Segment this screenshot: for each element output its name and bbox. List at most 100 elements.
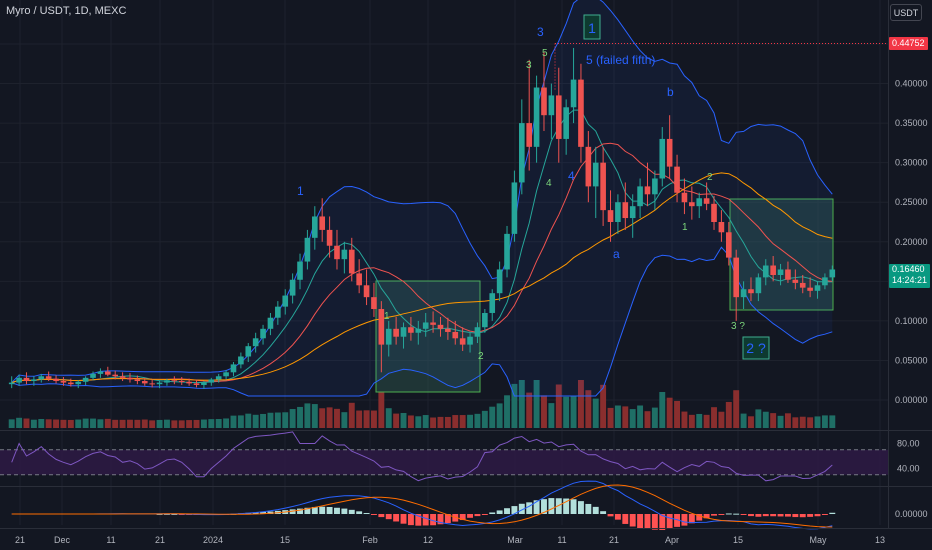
subwave-label: 4 bbox=[546, 178, 552, 189]
subwave-label: 1 bbox=[384, 311, 390, 322]
candle-body bbox=[622, 202, 629, 219]
moving-averages bbox=[11, 109, 833, 384]
macd-histogram-bar bbox=[784, 514, 791, 517]
volume-bar bbox=[378, 392, 385, 428]
volume-bar bbox=[274, 412, 281, 428]
candle-body bbox=[570, 79, 577, 108]
macd-histogram-bar bbox=[489, 512, 496, 514]
currency-button[interactable]: USDT bbox=[890, 4, 922, 21]
candle-body bbox=[607, 210, 614, 222]
rsi-band bbox=[0, 449, 888, 475]
candle-body bbox=[504, 233, 510, 270]
macd-histogram-bar bbox=[334, 507, 340, 514]
candle-body bbox=[304, 237, 311, 262]
candle-body bbox=[430, 322, 436, 325]
macd-histogram-bar bbox=[526, 502, 533, 514]
macd-histogram-bar bbox=[356, 511, 363, 514]
volume-bar bbox=[356, 410, 363, 428]
macd-histogram-bar bbox=[474, 514, 481, 517]
subwave-label: 2 bbox=[707, 172, 713, 183]
macd-histogram-bar bbox=[400, 514, 407, 524]
macd-histogram-bar bbox=[748, 514, 754, 517]
candle-body bbox=[238, 356, 244, 365]
candle-body bbox=[437, 324, 444, 329]
volume-bar bbox=[784, 413, 791, 428]
volume-bar bbox=[30, 419, 37, 428]
macd-histogram-bar bbox=[260, 512, 267, 514]
volume-bar bbox=[637, 405, 644, 428]
candle-body bbox=[193, 383, 200, 385]
volume-bar bbox=[370, 410, 377, 428]
macd-histogram-bar bbox=[533, 500, 540, 514]
macd-histogram-bar bbox=[644, 514, 651, 529]
candle-body bbox=[748, 289, 754, 294]
volume-bar bbox=[245, 413, 252, 428]
volume-bar bbox=[163, 419, 170, 428]
macd-histogram-bar bbox=[814, 514, 821, 517]
volume-bar bbox=[622, 406, 629, 428]
volume-bar bbox=[696, 413, 703, 428]
macd-histogram-bar bbox=[607, 514, 614, 517]
candle-body bbox=[260, 328, 266, 339]
volume-bar bbox=[718, 411, 725, 428]
price-tick-label: 0.20000 bbox=[895, 237, 928, 247]
volume-bar bbox=[651, 407, 658, 428]
subwave-label: 1 bbox=[682, 222, 688, 233]
candle-body bbox=[459, 338, 466, 345]
candle-body bbox=[541, 87, 547, 116]
volume-bar bbox=[437, 416, 444, 428]
candle-body bbox=[326, 229, 333, 246]
time-tick-label: 21 bbox=[609, 535, 619, 545]
candle-body bbox=[445, 328, 451, 332]
macd-histogram-bar bbox=[577, 501, 584, 514]
candle-body bbox=[311, 216, 318, 238]
candle-body bbox=[393, 328, 399, 337]
macd-histogram-bar bbox=[703, 514, 710, 519]
macd-histogram-bar bbox=[252, 512, 259, 514]
volume-bar bbox=[45, 419, 52, 428]
macd-histogram-bar bbox=[289, 509, 296, 514]
macd-histogram-bar bbox=[563, 498, 570, 514]
candle-body bbox=[762, 265, 769, 278]
volume-bar bbox=[555, 384, 562, 428]
volume-bar bbox=[348, 402, 355, 428]
macd-histogram-bar bbox=[311, 506, 318, 514]
macd-histogram-bar bbox=[518, 503, 525, 514]
macd-histogram-bar bbox=[725, 513, 732, 515]
volume-bar bbox=[607, 407, 614, 428]
volume-bars bbox=[8, 380, 836, 428]
volume-bar bbox=[711, 407, 717, 428]
volume-bar bbox=[297, 406, 303, 428]
volume-bar bbox=[252, 414, 259, 428]
candle-body bbox=[415, 328, 422, 333]
bollinger-upper-line bbox=[11, 0, 833, 383]
macd-histogram-bar bbox=[422, 514, 429, 526]
macd-histogram-bar bbox=[740, 514, 747, 515]
macd-histogram-bar bbox=[430, 514, 437, 526]
candle-body bbox=[703, 198, 710, 204]
candle-body bbox=[178, 381, 185, 383]
volume-bar bbox=[526, 392, 533, 428]
macd-histogram-bar bbox=[688, 514, 695, 524]
volume-bar bbox=[644, 411, 651, 428]
macd-histogram-bar bbox=[348, 509, 355, 514]
macd-histogram-bar bbox=[651, 514, 658, 530]
macd-histogram-bar bbox=[504, 508, 510, 514]
boxed-wave-label: 1 bbox=[588, 20, 596, 36]
candle-body bbox=[378, 309, 385, 345]
volume-bar bbox=[393, 413, 400, 428]
price-tick-label: 0.35000 bbox=[895, 118, 928, 128]
candle-body bbox=[829, 269, 836, 278]
candle-body bbox=[637, 186, 643, 207]
volume-bar bbox=[311, 404, 318, 428]
volume-bar bbox=[178, 420, 185, 428]
grid bbox=[0, 0, 888, 525]
volume-bar bbox=[511, 383, 518, 428]
subwave-label: 5 bbox=[542, 48, 548, 59]
macd-histogram-bar bbox=[341, 508, 348, 514]
macd-histogram-bar bbox=[481, 514, 488, 515]
volume-bar bbox=[666, 397, 673, 428]
volume-bar bbox=[385, 408, 392, 428]
macd-histogram-bar bbox=[496, 510, 503, 514]
